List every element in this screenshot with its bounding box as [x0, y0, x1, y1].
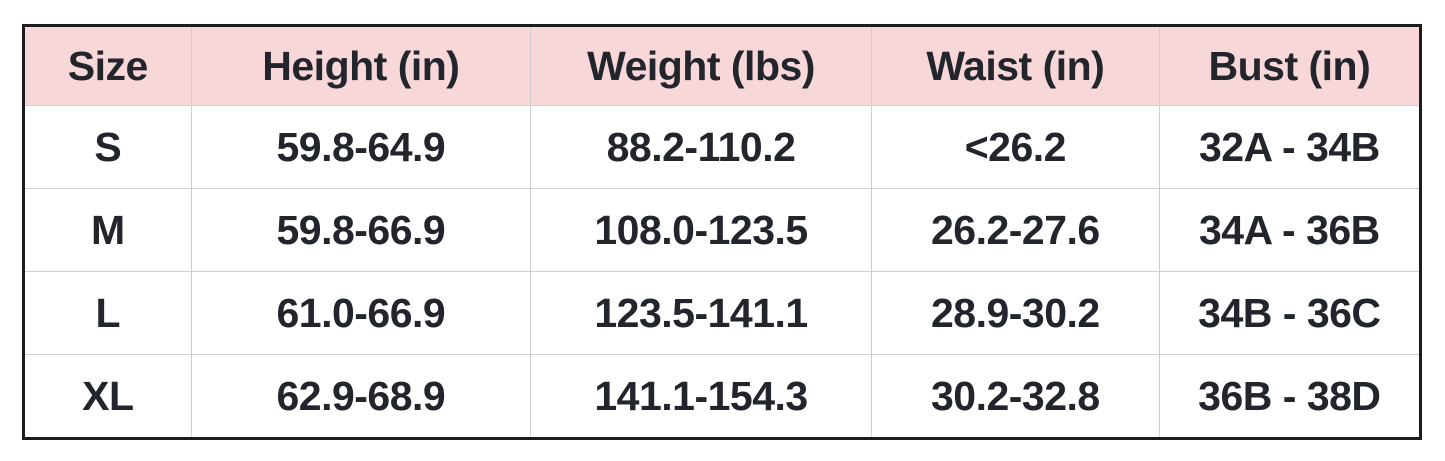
column-header-waist: Waist (in): [870, 25, 1160, 106]
table-row-xl: XL 62.9-68.9 141.1-154.3 30.2-32.8 36B -…: [23, 354, 1422, 439]
cell-height: 62.9-68.9: [190, 354, 532, 439]
cell-waist: 28.9-30.2: [870, 271, 1160, 355]
cell-size: L: [23, 271, 192, 355]
cell-size: M: [23, 188, 192, 272]
cell-bust: 34B - 36C: [1158, 271, 1422, 355]
cell-bust: 32A - 34B: [1158, 105, 1422, 189]
table-row-m: M 59.8-66.9 108.0-123.5 26.2-27.6 34A - …: [23, 188, 1422, 272]
column-header-size: Size: [23, 25, 192, 106]
cell-weight: 88.2-110.2: [530, 105, 872, 189]
cell-height: 59.8-66.9: [190, 188, 532, 272]
cell-weight: 141.1-154.3: [530, 354, 872, 439]
size-chart-container: Size Height (in) Weight (lbs) Waist (in)…: [22, 24, 1422, 440]
cell-height: 61.0-66.9: [190, 271, 532, 355]
cell-bust: 34A - 36B: [1158, 188, 1422, 272]
table-row-l: L 61.0-66.9 123.5-141.1 28.9-30.2 34B - …: [23, 271, 1422, 355]
cell-size: S: [23, 105, 192, 189]
column-header-height: Height (in): [190, 25, 532, 106]
cell-bust: 36B - 38D: [1158, 354, 1422, 439]
column-header-bust: Bust (in): [1158, 25, 1422, 106]
size-chart-table: Size Height (in) Weight (lbs) Waist (in)…: [22, 24, 1422, 440]
column-header-weight: Weight (lbs): [530, 25, 872, 106]
cell-waist: 30.2-32.8: [870, 354, 1160, 439]
cell-size: XL: [23, 354, 192, 439]
cell-waist: <26.2: [870, 105, 1160, 189]
table-row-s: S 59.8-64.9 88.2-110.2 <26.2 32A - 34B: [23, 105, 1422, 189]
cell-height: 59.8-64.9: [190, 105, 532, 189]
cell-weight: 108.0-123.5: [530, 188, 872, 272]
cell-waist: 26.2-27.6: [870, 188, 1160, 272]
cell-weight: 123.5-141.1: [530, 271, 872, 355]
header-row: Size Height (in) Weight (lbs) Waist (in)…: [23, 25, 1422, 106]
